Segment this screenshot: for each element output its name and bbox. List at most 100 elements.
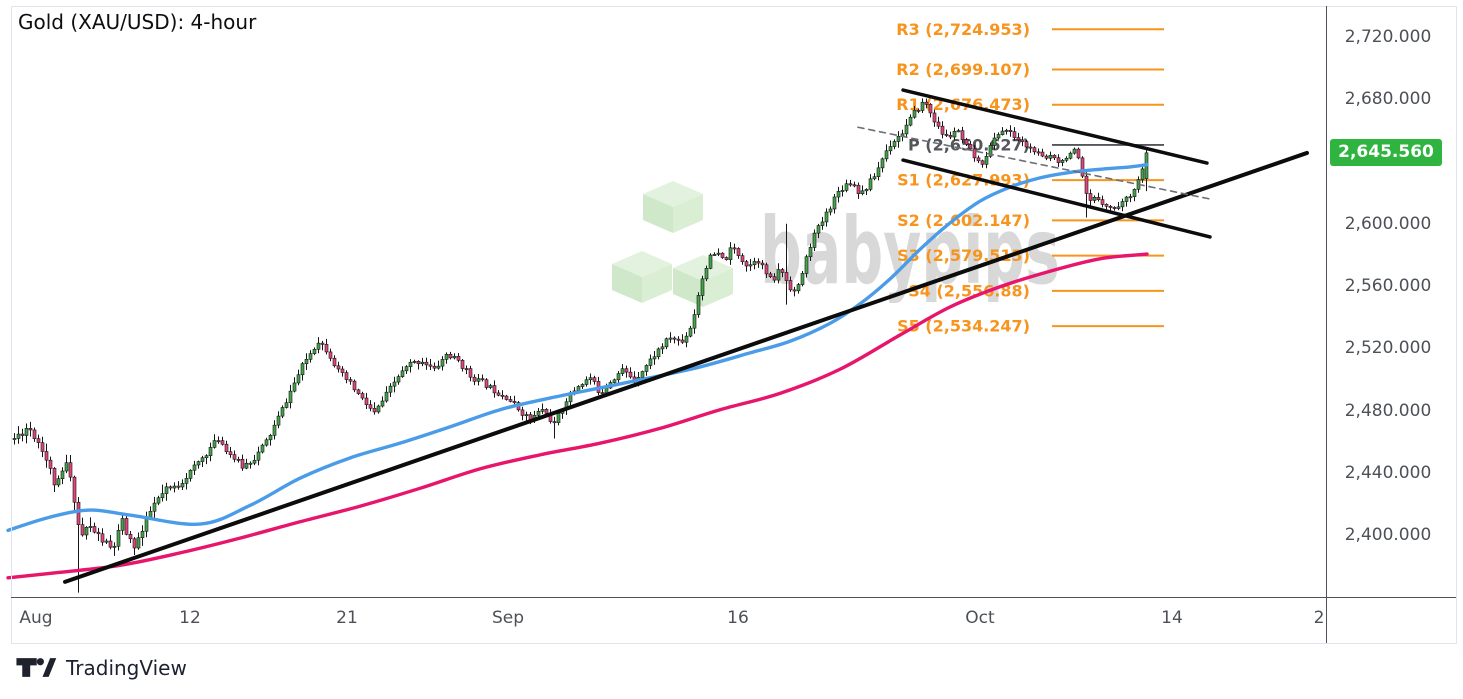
candle-down <box>672 337 677 340</box>
chart-title: Gold (XAU/USD): 4-hour <box>18 10 257 34</box>
candle-up <box>604 387 609 394</box>
candle-up <box>952 131 957 138</box>
candle-down <box>1112 207 1117 209</box>
price-tick-label: 2,440.000 <box>1344 462 1432 483</box>
candle-down <box>124 518 129 535</box>
candle-up <box>820 221 825 226</box>
candle-up <box>704 268 709 280</box>
candle-down <box>848 183 853 186</box>
pivot-label: S2 (2,602.147) <box>897 211 1030 230</box>
time-tick-label: 12 <box>179 608 201 628</box>
falling-channel-upper[interactable] <box>901 88 1209 165</box>
candle-down <box>224 443 229 453</box>
candle-up <box>160 493 165 499</box>
candle-down <box>924 101 929 105</box>
candle-up <box>148 510 153 518</box>
candle-down <box>964 139 969 145</box>
candle-up <box>660 346 665 350</box>
candle-up <box>588 377 593 381</box>
falling-channel-lower[interactable] <box>901 158 1212 239</box>
candle-down <box>36 438 41 443</box>
candle-down <box>20 433 25 436</box>
candle-down <box>228 451 233 455</box>
candle-down <box>788 280 793 291</box>
price-tick-label: 2,520.000 <box>1344 338 1432 359</box>
last-price-value: 2,645.560 <box>1338 142 1434 163</box>
candle-up <box>620 368 625 374</box>
candle-down <box>352 380 357 391</box>
cube-icon <box>643 194 673 233</box>
candle-up <box>912 109 917 118</box>
falling-dashed-midline[interactable] <box>857 126 1211 200</box>
candle-up <box>876 167 881 177</box>
candle-down <box>92 526 97 533</box>
rising-support-trendline[interactable] <box>63 150 1309 584</box>
candle-up <box>268 435 273 441</box>
candle-up <box>840 190 845 192</box>
ma-slow-pink <box>6 252 1149 580</box>
candle-down <box>1084 175 1089 194</box>
candle-up <box>816 225 821 234</box>
candle-down <box>1008 129 1013 132</box>
candle-down <box>52 468 57 486</box>
candle-up <box>272 424 277 436</box>
candle-down <box>500 394 505 397</box>
tradingview-attribution[interactable]: TradingView <box>15 655 187 680</box>
candle-down <box>1032 147 1037 153</box>
candle-down <box>1080 157 1085 177</box>
candle-down <box>236 458 241 461</box>
candle-down <box>72 476 77 503</box>
candle-up <box>708 254 713 269</box>
candle-up <box>136 537 141 549</box>
candle-up <box>420 361 425 365</box>
candle-up <box>400 370 405 377</box>
candle-up <box>1064 157 1069 161</box>
candle-down <box>496 392 501 396</box>
candle-down <box>968 144 973 150</box>
trendlines <box>63 88 1309 584</box>
candle-up <box>212 440 217 448</box>
candle-down <box>772 276 777 281</box>
candle-up <box>712 254 717 256</box>
candle-up <box>316 342 321 350</box>
candle-up <box>696 295 701 315</box>
candle-up <box>1092 197 1097 201</box>
candle-down <box>484 379 489 388</box>
candle-down <box>100 533 105 543</box>
candle-up <box>24 428 29 436</box>
candle-down <box>944 133 949 136</box>
candle-up <box>580 384 585 387</box>
candle-down <box>724 257 729 260</box>
candle-up <box>536 411 541 416</box>
candle-up <box>408 361 413 367</box>
candle-up <box>716 252 721 255</box>
price-tick-label: 2,720.000 <box>1344 27 1432 47</box>
price-tick-label: 2,680.000 <box>1344 89 1432 110</box>
candle-up <box>156 497 161 504</box>
candle-up <box>12 438 17 440</box>
candle-up <box>412 361 417 363</box>
candle-down <box>856 184 861 194</box>
candle-down <box>756 261 761 264</box>
candle-up <box>584 379 589 385</box>
candle-up <box>312 348 317 354</box>
candle-up <box>864 189 869 192</box>
candle-up <box>892 141 897 147</box>
candle-up <box>828 208 833 213</box>
candle-down <box>336 365 341 370</box>
candle-down <box>784 272 789 281</box>
candle-down <box>368 404 373 409</box>
candle-up <box>396 376 401 383</box>
candle-up <box>1000 130 1005 135</box>
candle-down <box>932 112 937 123</box>
candle-down <box>520 409 525 416</box>
cube-icon <box>642 264 672 303</box>
candle-up <box>1124 196 1129 202</box>
candle-up <box>1116 206 1121 209</box>
candle-down <box>736 248 741 256</box>
candle-down <box>504 395 509 400</box>
candle-up <box>908 116 913 126</box>
candle-up <box>116 530 121 547</box>
